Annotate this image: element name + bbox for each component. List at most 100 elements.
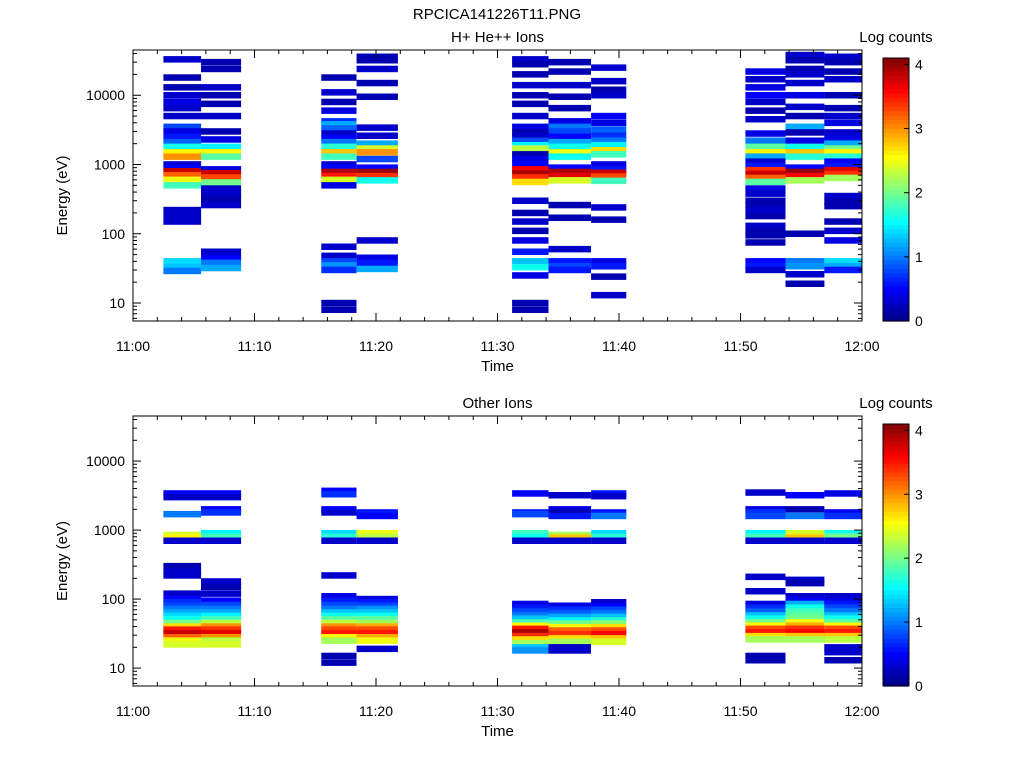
heatmap-cell	[591, 602, 627, 609]
colorbar-swatch	[883, 123, 909, 129]
heatmap-cell	[201, 619, 242, 627]
colorbar-swatch	[883, 633, 909, 639]
heatmap-cell	[548, 214, 591, 221]
colorbar-swatch	[883, 264, 909, 269]
heatmap-cell	[512, 272, 549, 279]
heatmap-cell	[321, 491, 357, 498]
y-axis-label: Energy (eV)	[54, 521, 71, 601]
heatmap-cell	[548, 149, 591, 156]
heatmap-cell	[201, 201, 242, 209]
heatmap-cell	[321, 89, 357, 96]
colorbar-swatch	[883, 259, 909, 265]
heatmap-cell	[824, 68, 862, 75]
colorbar-swatch	[883, 559, 909, 565]
colorbar-swatch	[883, 150, 909, 156]
heatmap-cell	[321, 130, 357, 137]
x-tick-label: 11:20	[359, 703, 393, 719]
heatmap-cell	[512, 632, 549, 640]
colorbar-swatch	[883, 624, 909, 630]
heatmap-cell	[785, 597, 825, 604]
heatmap-cell	[824, 202, 862, 210]
heatmap-cell	[163, 153, 202, 160]
heatmap-cell	[591, 627, 627, 634]
colorbar-tick-label: 2	[915, 550, 923, 566]
heatmap-cell	[591, 147, 627, 154]
colorbar-swatch	[883, 541, 909, 547]
heatmap-cell	[201, 509, 242, 516]
colorbar-swatch	[883, 463, 909, 469]
heatmap-cell	[824, 192, 862, 200]
heatmap-cell	[745, 98, 786, 106]
heatmap-cell	[548, 118, 591, 125]
heatmap-cell	[591, 86, 627, 93]
colorbar-swatch	[883, 207, 909, 213]
heatmap-cell	[512, 112, 549, 120]
colorbar-swatch	[883, 568, 909, 574]
heatmap-cell	[745, 258, 786, 265]
heatmap-cell	[548, 258, 591, 265]
heatmap-cell	[824, 600, 862, 608]
colorbar-swatch	[883, 637, 909, 643]
colorbar: 0 1 2 3 4 Log counts	[859, 29, 932, 329]
heatmap-cell	[201, 597, 242, 604]
colorbar: 0 1 2 3 4 Log counts	[859, 395, 932, 694]
colorbar-swatch	[883, 441, 909, 447]
heatmap-cell	[512, 639, 549, 647]
heatmap-cell	[356, 616, 398, 623]
heatmap-cell	[201, 490, 242, 497]
heatmap-cell	[356, 512, 398, 520]
heatmap-cell	[356, 149, 398, 156]
heatmap-cell	[321, 243, 357, 250]
heatmap-cell	[785, 629, 825, 636]
heatmap-cell	[548, 123, 591, 131]
y-tick-label: 10	[109, 660, 125, 676]
heatmap-cell	[201, 493, 242, 501]
heatmap-cell	[201, 537, 242, 544]
colorbar-tick-label: 4	[915, 422, 923, 438]
heatmap-cell	[512, 608, 549, 615]
heatmap-cell	[321, 612, 357, 620]
colorbar-tick-label: 4	[915, 56, 923, 72]
heatmap-cell	[163, 510, 202, 518]
heatmap-cell	[201, 100, 242, 108]
heatmap-cell	[785, 608, 825, 615]
heatmap-cell	[201, 153, 242, 160]
heatmap-cell	[548, 630, 591, 638]
x-tick-label: 11:30	[481, 338, 515, 354]
colorbar-swatch	[883, 537, 909, 543]
heatmap-cell	[745, 130, 786, 137]
heatmap-cell	[745, 185, 786, 192]
colorbar-swatch	[883, 299, 909, 305]
heatmap-cell	[824, 263, 862, 270]
heatmap-cell	[163, 168, 202, 175]
y-tick-label: 1000	[94, 522, 125, 538]
heatmap-cell	[785, 149, 825, 156]
heatmap-cell	[201, 136, 242, 143]
heatmap-cell	[163, 84, 202, 91]
x-axis-label: Time	[481, 358, 514, 375]
colorbar-swatch	[883, 598, 909, 604]
heatmap-cell	[163, 74, 202, 81]
heatmap-cell	[201, 112, 242, 120]
colorbar-label: Log counts	[859, 395, 932, 412]
colorbar-swatch	[883, 611, 909, 617]
heatmap-cell	[512, 92, 549, 99]
heatmap-cell	[163, 562, 202, 570]
heatmap-cell	[824, 597, 862, 604]
heatmap-cell	[321, 609, 357, 616]
heatmap-cell	[785, 636, 825, 643]
heatmap-cell	[824, 58, 862, 66]
heatmap-cell	[163, 149, 202, 156]
colorbar-frame	[882, 423, 910, 687]
colorbar-swatch	[883, 555, 909, 560]
heatmap-cell	[745, 266, 786, 274]
colorbar-swatch	[883, 180, 909, 186]
heatmap-cell	[163, 619, 202, 627]
heatmap-cell	[512, 647, 549, 654]
heatmap-cell	[512, 133, 549, 141]
colorbar-frame	[882, 57, 910, 322]
x-tick-label: 11:40	[602, 703, 636, 719]
heatmap-cell	[824, 629, 862, 636]
heatmap-cell	[201, 612, 242, 620]
